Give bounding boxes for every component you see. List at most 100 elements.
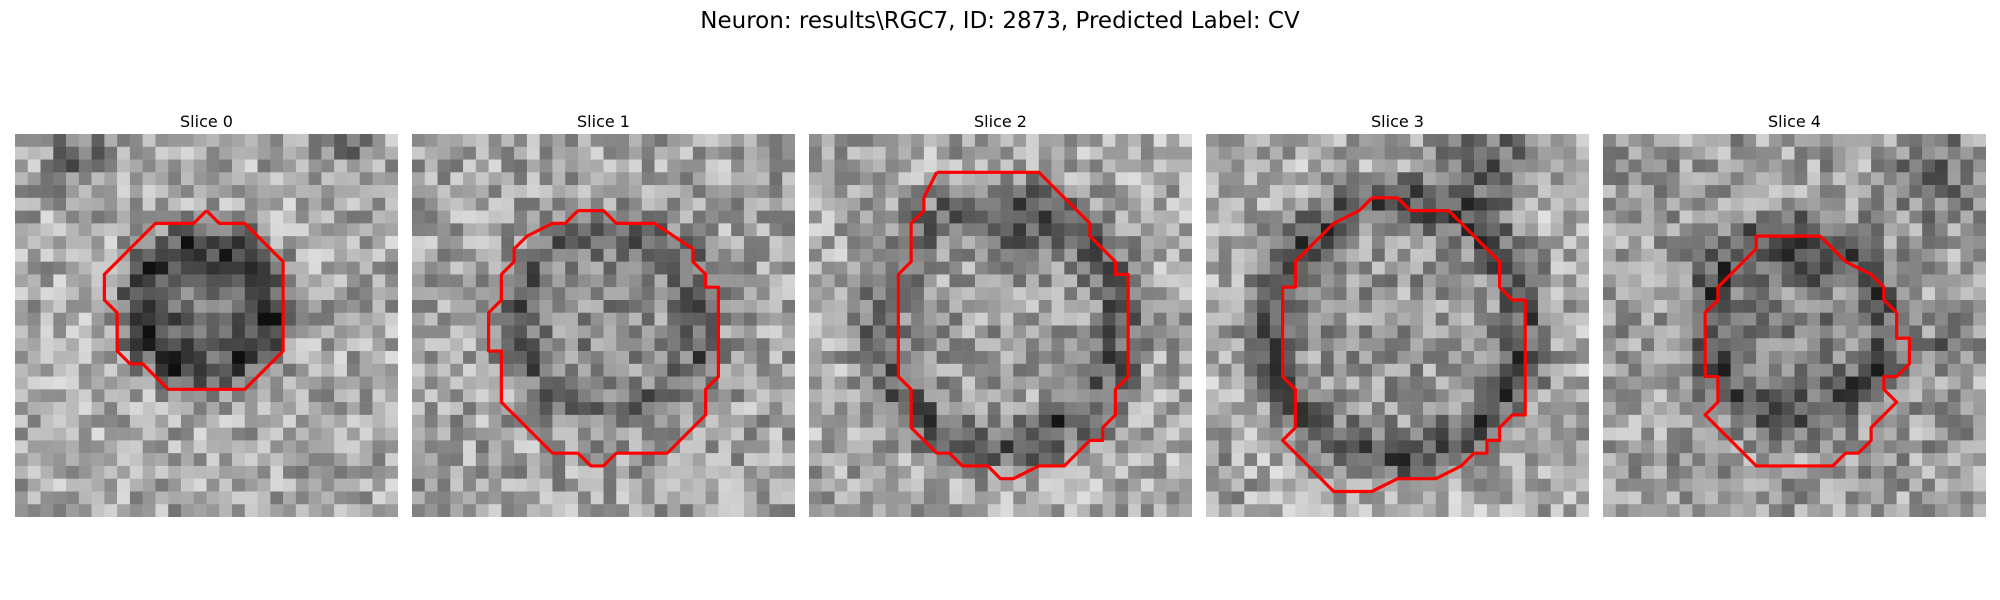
pixel xyxy=(15,159,29,173)
pixel xyxy=(911,440,925,454)
pixel xyxy=(1654,134,1668,148)
pixel xyxy=(1461,427,1475,441)
pixel xyxy=(437,134,451,148)
pixel xyxy=(295,185,309,199)
pixel xyxy=(475,465,489,479)
pixel xyxy=(1525,376,1539,390)
pixel xyxy=(437,465,451,479)
pixel xyxy=(257,338,271,352)
pixel xyxy=(1269,504,1283,517)
pixel xyxy=(1922,248,1936,262)
pixel xyxy=(1628,287,1642,301)
pixel xyxy=(1934,159,1948,173)
pixel xyxy=(257,325,271,339)
pixel xyxy=(1947,363,1961,377)
pixel xyxy=(1218,210,1232,224)
pixel xyxy=(1128,223,1142,237)
pixel xyxy=(860,287,874,301)
pixel xyxy=(1666,223,1680,237)
pixel xyxy=(78,440,92,454)
pixel xyxy=(1781,402,1795,416)
pixel xyxy=(15,363,29,377)
pixel xyxy=(1013,274,1027,288)
pixel xyxy=(821,236,835,250)
pixel xyxy=(1474,134,1488,148)
pixel xyxy=(1692,236,1706,250)
pixel xyxy=(1858,172,1872,186)
pixel xyxy=(1781,325,1795,339)
pixel xyxy=(1320,351,1334,365)
pixel xyxy=(53,427,67,441)
pixel xyxy=(359,363,373,377)
pixel xyxy=(577,223,591,237)
pixel xyxy=(1384,338,1398,352)
pixel xyxy=(1320,274,1334,288)
pixel xyxy=(756,312,770,326)
grayscale-pixels xyxy=(809,134,1192,517)
pixel xyxy=(1499,389,1513,403)
pixel xyxy=(1832,261,1846,275)
pixel xyxy=(1871,325,1885,339)
pixel xyxy=(15,504,29,517)
pixel xyxy=(743,134,757,148)
pixel xyxy=(1051,491,1065,505)
pixel xyxy=(1448,261,1462,275)
pixel xyxy=(1333,146,1347,160)
pixel xyxy=(1308,172,1322,186)
pixel xyxy=(1013,197,1027,211)
pixel xyxy=(769,261,783,275)
pixel xyxy=(1218,491,1232,505)
pixel xyxy=(731,274,745,288)
pixel xyxy=(1666,351,1680,365)
pixel xyxy=(180,389,194,403)
pixel xyxy=(1563,134,1577,148)
pixel xyxy=(206,236,220,250)
pixel xyxy=(1934,440,1948,454)
pixel xyxy=(1615,427,1629,441)
pixel xyxy=(78,172,92,186)
pixel xyxy=(949,389,963,403)
pixel xyxy=(1615,287,1629,301)
pixel xyxy=(1333,338,1347,352)
pixel xyxy=(1000,312,1014,326)
pixel xyxy=(475,261,489,275)
pixel xyxy=(577,159,591,173)
pixel xyxy=(1206,146,1220,160)
pixel xyxy=(1333,414,1347,428)
pixel xyxy=(1909,504,1923,517)
pixel xyxy=(155,440,169,454)
pixel xyxy=(769,223,783,237)
pixel xyxy=(1269,287,1283,301)
pixel xyxy=(514,197,528,211)
pixel xyxy=(782,338,795,352)
pixel xyxy=(860,312,874,326)
pixel xyxy=(743,274,757,288)
pixel xyxy=(1308,504,1322,517)
pixel xyxy=(1525,402,1539,416)
pixel xyxy=(756,197,770,211)
pixel xyxy=(1820,325,1834,339)
pixel xyxy=(769,478,783,492)
pixel xyxy=(1077,363,1091,377)
pixel xyxy=(1423,287,1437,301)
pixel xyxy=(193,261,207,275)
pixel xyxy=(193,402,207,416)
pixel xyxy=(1038,440,1052,454)
pixel xyxy=(232,274,246,288)
pixel xyxy=(1295,146,1309,160)
pixel xyxy=(1486,312,1500,326)
pixel xyxy=(1153,325,1167,339)
pixel xyxy=(1628,325,1642,339)
pixel xyxy=(1371,338,1385,352)
pixel xyxy=(577,185,591,199)
pixel xyxy=(117,274,131,288)
pixel xyxy=(1486,146,1500,160)
pixel xyxy=(1934,274,1948,288)
pixel xyxy=(501,185,515,199)
pixel xyxy=(1563,159,1577,173)
pixel xyxy=(860,440,874,454)
pixel xyxy=(1206,338,1220,352)
pixel xyxy=(27,248,41,262)
pixel xyxy=(1832,478,1846,492)
pixel xyxy=(692,465,706,479)
